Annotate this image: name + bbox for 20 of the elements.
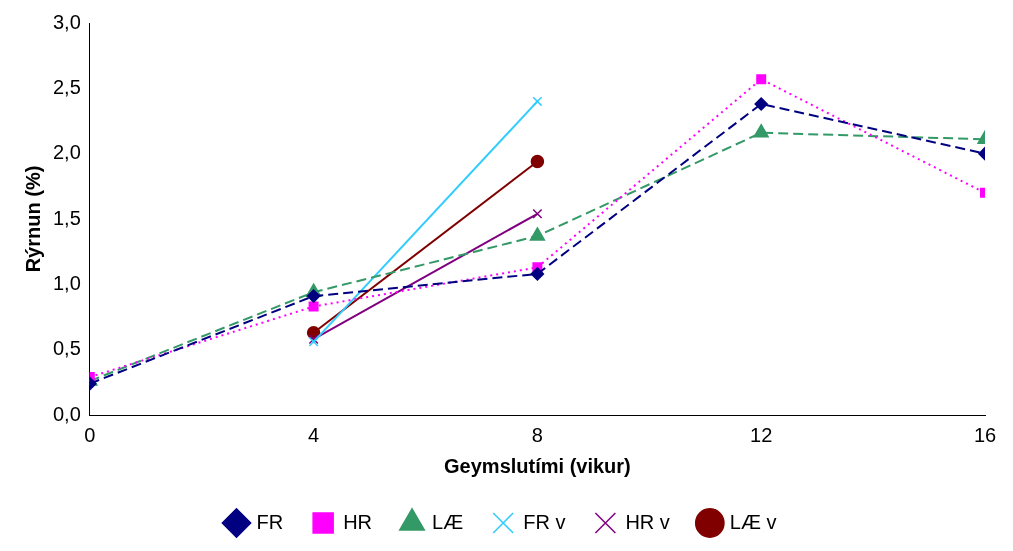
x-tick-label: 8 [531,423,543,446]
legend-label: FR v [523,510,566,533]
y-tick-label: 2,5 [52,75,81,98]
x-tick-label: 0 [84,423,96,446]
legend-label: FR [256,510,284,533]
y-tick-label: 1,5 [52,206,81,229]
x-axis-title: Geymslutími (vikur) [444,454,631,477]
y-tick-label: 0,5 [52,337,81,360]
legend-label: LÆ [432,510,464,533]
y-axis-title: Rýrnun (%) [21,165,44,273]
x-tick-label: 16 [973,423,997,446]
x-tick-label: 4 [308,423,320,446]
y-tick-label: 3,0 [52,10,81,33]
legend-label: HR [343,510,373,533]
legend-label: LÆ v [729,510,777,533]
x-tick-label: 12 [750,423,773,446]
y-tick-label: 2,0 [52,141,81,164]
y-tick-label: 1,0 [52,271,81,294]
legend-label: HR v [625,510,670,533]
y-tick-label: 0,0 [52,402,81,425]
